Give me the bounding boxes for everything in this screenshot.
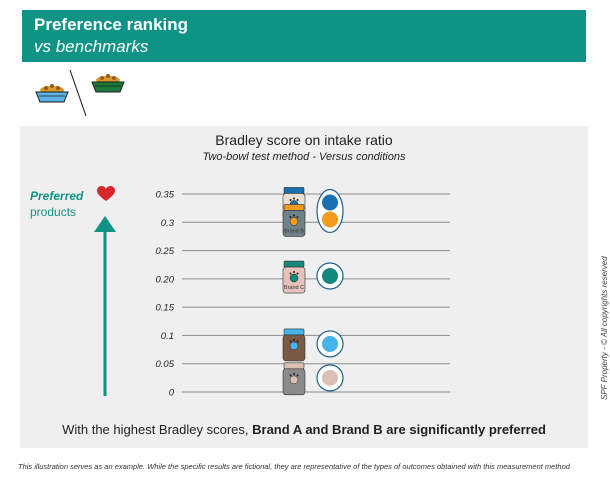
y-tick-label: 0 [169, 388, 175, 399]
jar-part [283, 187, 305, 194]
product-jar-icon: Brand C [282, 260, 306, 294]
chart-subtitle: Two-bowl test method - Versus conditions [202, 151, 406, 163]
jar-part [296, 272, 299, 275]
jar-part [293, 214, 295, 217]
page-title: Preference ranking [34, 15, 189, 34]
jar-part [289, 198, 292, 201]
conclusion-text: With the highest Bradley scores, Brand A… [20, 422, 588, 437]
chart-panel: Bradley score on intake ratio Two-bowl t… [20, 126, 588, 448]
page-subtitle: vs benchmarks [34, 37, 149, 56]
header-banner: Preference ranking vs benchmarks [22, 10, 586, 62]
y-tick-label: 0.15 [156, 303, 175, 314]
blue-food-bowl-icon [35, 84, 69, 103]
data-point [322, 369, 338, 386]
jar-part [289, 215, 292, 218]
jar-part [289, 273, 299, 283]
y-tick-label: 0.20 [156, 274, 175, 285]
y-tick-label: 0.3 [161, 218, 175, 229]
jar-part [293, 197, 295, 200]
data-point [322, 335, 338, 352]
conclusion-highlight: Brand A and Brand B are significantly pr… [252, 422, 546, 437]
bowls-icon-group [35, 69, 125, 117]
jar-part [289, 217, 299, 226]
jar-part [289, 375, 299, 385]
jar-part [296, 215, 299, 218]
jar-part [293, 271, 295, 274]
chart-title: Bradley score on intake ratio [215, 132, 393, 148]
jar-part [283, 328, 305, 336]
up-arrow-icon [94, 216, 116, 396]
jar-part [296, 374, 299, 377]
y-tick-label: 0.1 [161, 331, 174, 342]
jar-part [293, 338, 295, 341]
y-tick-label: 0.35 [156, 190, 175, 201]
jar-part [289, 340, 292, 343]
product-jar-icon [282, 362, 306, 396]
heart-icon [97, 186, 115, 201]
jar-part [283, 204, 305, 211]
preferred-products-label: Preferred products [30, 188, 83, 220]
jar-brand-label: Brand B [284, 228, 304, 234]
copyright-note: SPF Property - © All copyrights reserved [600, 256, 609, 400]
products-label: products [30, 205, 77, 219]
jar-part [289, 272, 292, 275]
jar-part [289, 341, 299, 351]
jar-part [283, 362, 305, 370]
data-point [322, 268, 338, 285]
green-food-bowl-icon [91, 74, 125, 93]
jar-part [296, 340, 299, 343]
y-tick-label: 0.25 [156, 246, 175, 257]
conclusion-prefix: With the highest Bradley scores, [62, 422, 253, 437]
product-jar-icon: Brand B [282, 204, 306, 237]
jar-part [289, 374, 292, 377]
data-point [322, 211, 338, 228]
footnote: This illustration serves as an example. … [18, 462, 570, 471]
jar-brand-label: Brand C [284, 285, 304, 291]
y-tick-label: 0.05 [156, 359, 175, 370]
product-jar-icon [282, 328, 306, 362]
jar-part [296, 198, 299, 201]
jar-part [283, 260, 305, 268]
preferred-label: Preferred [30, 189, 84, 203]
jar-part [293, 372, 295, 375]
bowls-divider [69, 69, 87, 117]
data-point [322, 194, 338, 211]
